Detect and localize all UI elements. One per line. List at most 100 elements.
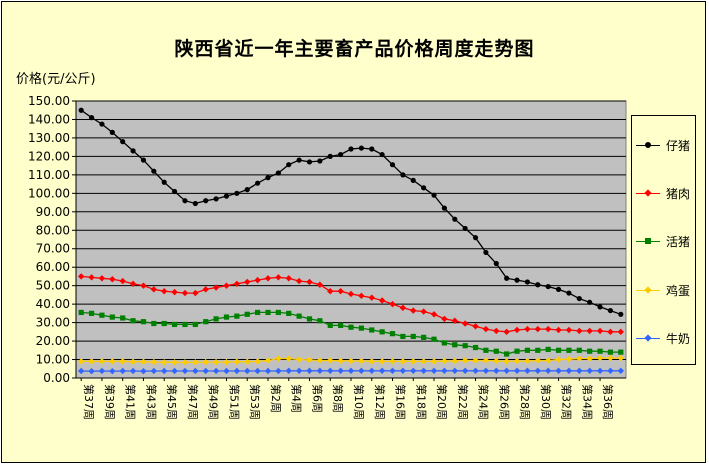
data-point: [379, 151, 385, 158]
data-point: [347, 290, 355, 298]
data-point: [596, 367, 604, 374]
data-point: [306, 367, 313, 374]
data-point: [306, 159, 313, 165]
legend-item: 仔猪: [636, 138, 696, 153]
data-point: [327, 367, 334, 374]
data-point: [212, 358, 220, 366]
data-point: [130, 318, 136, 324]
data-point: [358, 145, 364, 151]
data-point: [587, 348, 593, 354]
data-point: [461, 367, 469, 374]
data-point: [617, 367, 625, 374]
data-point: [317, 158, 323, 164]
x-tick-label: 第47周: [186, 384, 200, 420]
x-tick-label: 第45周: [165, 384, 179, 420]
data-point: [483, 249, 489, 256]
data-point: [161, 288, 168, 295]
data-point: [358, 292, 365, 300]
x-tick-label: 第28周: [518, 384, 532, 420]
data-point: [451, 357, 458, 365]
legend-marker: [645, 142, 651, 148]
data-point: [472, 344, 479, 351]
x-tick-label: 第36周: [601, 384, 615, 420]
data-point: [378, 297, 386, 304]
data-point: [597, 348, 603, 354]
data-point: [233, 280, 241, 288]
data-point: [88, 115, 95, 121]
data-point: [192, 359, 199, 366]
data-point: [202, 358, 209, 366]
data-point: [607, 307, 614, 314]
data-point: [576, 347, 582, 353]
data-point: [514, 277, 520, 283]
data-point: [255, 309, 261, 316]
data-point: [264, 275, 272, 282]
data-point: [504, 275, 510, 281]
data-point: [410, 358, 417, 365]
data-point: [255, 180, 261, 186]
data-point: [607, 328, 614, 336]
x-tick-label: 第12周: [373, 384, 387, 420]
x-tick-label: 第37周: [82, 384, 96, 420]
data-point: [513, 357, 521, 365]
data-point: [441, 367, 448, 374]
legend-item: 活猪: [636, 234, 696, 249]
data-point: [565, 326, 573, 334]
data-point: [171, 359, 178, 366]
data-point: [150, 286, 158, 293]
data-point: [161, 367, 168, 375]
data-point: [171, 367, 178, 375]
data-point: [265, 175, 271, 181]
data-point: [524, 325, 531, 333]
y-tick-label: 100.00: [28, 186, 70, 200]
data-point: [368, 294, 375, 301]
data-point: [566, 347, 572, 353]
data-point: [576, 367, 583, 374]
data-point: [566, 290, 572, 296]
data-point: [347, 357, 355, 365]
data-point: [493, 348, 499, 354]
y-tick-label: 30.00: [36, 316, 70, 330]
data-point: [441, 340, 447, 346]
data-point: [275, 355, 282, 362]
y-tick-label: 110.00: [28, 168, 70, 182]
data-point: [493, 357, 500, 365]
data-point: [77, 367, 85, 375]
data-point: [295, 356, 303, 363]
data-point: [461, 357, 469, 364]
legend-marker: [644, 334, 652, 342]
data-point: [347, 367, 355, 374]
data-point: [451, 367, 458, 374]
data-point: [493, 260, 499, 267]
data-point: [430, 367, 438, 374]
legend-label: 牛奶: [666, 332, 691, 346]
data-point: [327, 322, 333, 328]
data-point: [88, 310, 95, 316]
data-point: [400, 172, 406, 178]
data-point: [348, 324, 354, 330]
legend: 仔猪 猪肉 活猪 鸡蛋 牛奶: [631, 115, 696, 365]
data-point: [617, 328, 625, 336]
data-point: [119, 367, 126, 375]
data-point: [244, 187, 250, 193]
data-point: [607, 349, 614, 355]
data-point: [586, 367, 593, 374]
data-point: [544, 367, 552, 374]
data-point: [338, 151, 344, 158]
x-tick-label: 第8周: [331, 384, 345, 413]
y-tick-label: 120.00: [28, 149, 70, 163]
data-point: [555, 326, 562, 334]
data-point: [410, 307, 417, 314]
data-point: [88, 367, 95, 375]
x-tick-label: 第43周: [144, 384, 158, 420]
legend-item: 鸡蛋: [636, 283, 696, 298]
data-point: [203, 198, 209, 204]
data-point: [140, 367, 147, 375]
data-point: [461, 320, 469, 327]
x-tick-label: 第26周: [497, 384, 511, 420]
data-point: [285, 355, 292, 362]
x-tick-label: 第39周: [103, 384, 117, 420]
data-point: [587, 299, 593, 305]
data-point: [129, 367, 137, 375]
